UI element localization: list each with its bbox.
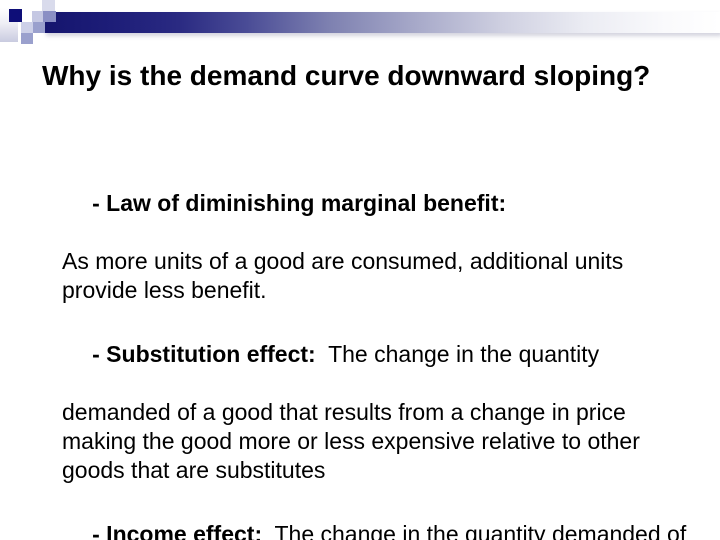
decor-square-light-1 (32, 11, 43, 22)
bullet-continuation-line: making the good more or less expensive r… (62, 428, 640, 454)
bullet-rest-text: The change in the quantity (315, 341, 600, 367)
bullet-substitution-effect: - Substitution effect: The change in the… (41, 311, 701, 485)
decor-square-medium-2 (21, 33, 33, 44)
bullet-continuation-line: As more units of a good are consumed, ad… (62, 248, 624, 274)
bullet-continuation-line: demanded of a good that results from a c… (62, 399, 626, 425)
decor-square-blue (43, 11, 56, 22)
decor-square-light-2 (21, 22, 33, 33)
bullet-income-effect: - Income effect: The change in the quant… (41, 491, 701, 540)
bullet-lead-line: - Law of diminishing marginal benefit: (41, 160, 701, 247)
bullet-lead-text: - Income effect: (92, 521, 263, 540)
bullet-continuation-line: goods that are substitutes (62, 457, 326, 483)
slide-title: Why is the demand curve downward sloping… (42, 60, 651, 91)
decor-square-pale (42, 0, 55, 12)
decor-square-medium-1 (33, 22, 45, 33)
bullet-law-of-diminishing-marginal-benefit: - Law of diminishing marginal benefit: A… (41, 160, 701, 305)
header-gradient-bar (44, 12, 720, 33)
slide-body: - Law of diminishing marginal benefit: A… (41, 160, 701, 540)
bullet-lead-line: - Substitution effect: The change in the… (41, 311, 701, 398)
bullet-lead-text: - Law of diminishing marginal benefit: (92, 190, 507, 216)
bullet-lead-line: - Income effect: The change in the quant… (41, 491, 701, 540)
bullet-lead-text: - Substitution effect: (92, 341, 316, 367)
bullet-continuation-line: provide less benefit. (62, 277, 267, 303)
decor-square-navy (9, 9, 22, 22)
bullet-rest-text: The change in the quantity demanded of (262, 521, 687, 540)
